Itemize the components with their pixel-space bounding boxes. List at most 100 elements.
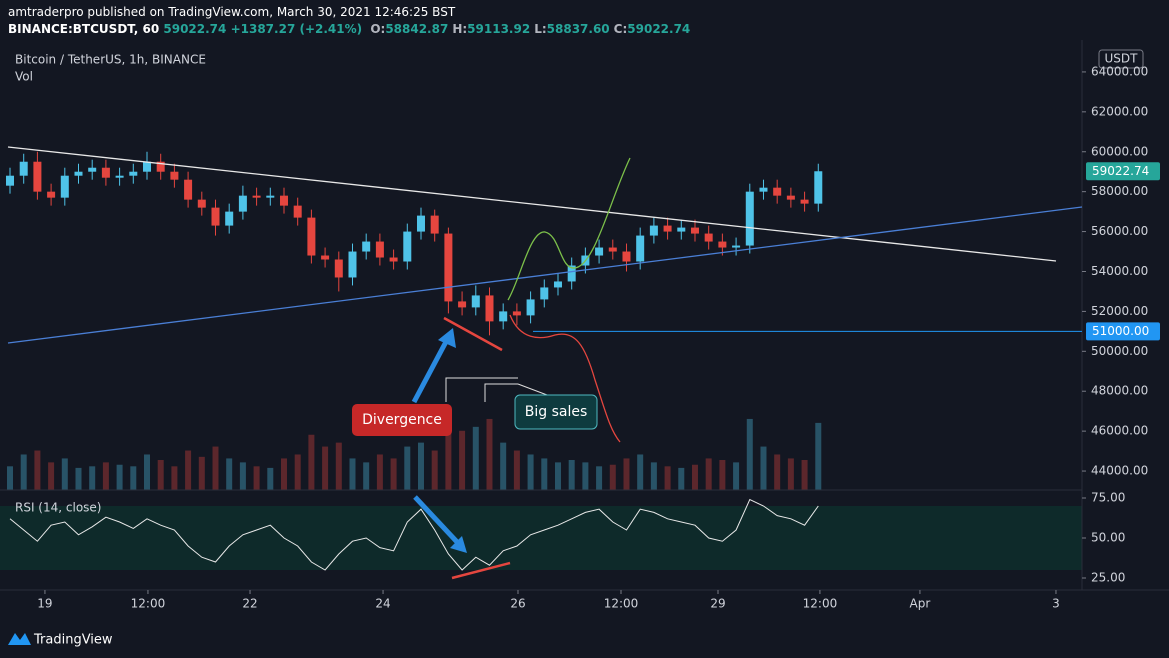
candle-body <box>197 199 206 208</box>
x-tick-label: 12:00 <box>604 597 639 611</box>
currency-box <box>1098 49 1144 69</box>
candle-body <box>416 215 425 232</box>
volume-bar <box>34 450 41 490</box>
volume-bar <box>349 458 356 490</box>
volume-bar <box>459 430 466 490</box>
volume-bar <box>527 454 534 490</box>
volume-bar <box>760 446 767 490</box>
candle-body <box>403 231 412 262</box>
volume-bar <box>390 458 397 490</box>
volume-bar <box>801 460 808 490</box>
price-badge-label: 51000.00 <box>1092 324 1149 338</box>
candle-body <box>389 257 398 262</box>
volume-bar <box>157 460 164 490</box>
candle-body <box>60 175 69 198</box>
volume-bar <box>185 450 192 490</box>
volume-bar <box>705 458 712 490</box>
volume-bar <box>596 466 603 490</box>
price-badge-label: 59022.74 <box>1092 164 1149 178</box>
y-tick-label: 46000.00 <box>1091 424 1148 438</box>
volume-bar <box>774 454 781 490</box>
volume-bar <box>308 434 315 490</box>
rsi-line <box>9 498 819 571</box>
candle-body <box>567 265 576 282</box>
candle-body <box>252 195 261 198</box>
candle-body <box>485 295 494 322</box>
y-tick-label: 60000.00 <box>1091 144 1148 158</box>
candle-body <box>526 299 535 316</box>
volume-bar <box>582 462 589 490</box>
change: +1387.27 (+2.41%) <box>230 22 363 36</box>
candle-body <box>101 167 110 178</box>
y-tick-label: 48000.00 <box>1091 384 1148 398</box>
candle-body <box>471 295 480 308</box>
volume-bar <box>541 458 548 490</box>
candle-body <box>553 281 562 288</box>
volume-bar <box>486 418 493 490</box>
x-tick-label: 22 <box>242 597 257 611</box>
volume-bar <box>431 450 438 490</box>
volume-bar <box>61 458 68 490</box>
arrow-head <box>450 536 467 553</box>
ohlc-value: 58837.60 <box>546 22 610 36</box>
ohlc-label: H: <box>452 22 468 36</box>
volume-bar <box>719 460 726 490</box>
volume-bar <box>116 464 123 490</box>
x-tick-label: 26 <box>510 597 525 611</box>
candle-body <box>238 195 247 212</box>
volume-bar <box>500 442 507 490</box>
divergence-line <box>451 561 511 580</box>
candle-body <box>595 247 604 256</box>
arrow-head <box>438 328 456 348</box>
ohlc-label: L: <box>534 22 547 36</box>
volume-bar <box>143 454 150 490</box>
volume-bar <box>417 442 424 490</box>
divergence-box <box>352 404 452 436</box>
candle-body <box>732 245 741 248</box>
candle-body <box>362 241 371 252</box>
candle-body <box>649 225 658 236</box>
candle-body <box>293 205 302 218</box>
volume-bar <box>678 467 685 490</box>
annotation: Big sales <box>525 404 588 420</box>
candle-body <box>129 171 138 176</box>
candle-body <box>800 199 809 204</box>
candle-body <box>334 259 343 278</box>
candle-body <box>307 217 316 256</box>
trend-line <box>7 206 1083 344</box>
x-tick-label: 3 <box>1052 597 1060 611</box>
ohlc-value: 59022.74 <box>627 22 691 36</box>
candle-body <box>225 211 234 226</box>
volume-bar <box>89 466 96 490</box>
volume-bar <box>212 446 219 490</box>
candle-body <box>786 195 795 200</box>
candle-body <box>47 191 56 198</box>
ohlc-label: O: <box>370 22 386 36</box>
volume-bar <box>637 454 644 490</box>
y-tick-label: 52000.00 <box>1091 304 1148 318</box>
ohlc-label: C: <box>613 22 628 36</box>
volume-bar <box>280 458 287 490</box>
candle-body <box>156 161 165 172</box>
x-tick-label: 19 <box>37 597 52 611</box>
logo: TradingView <box>8 633 113 648</box>
volume-bar <box>733 462 740 490</box>
rsi-tick-label: 50.00 <box>1091 531 1125 545</box>
rsi-band <box>0 506 1082 570</box>
rsi-tick-label: 75.00 <box>1091 491 1125 505</box>
header: amtraderpro published on TradingView.com… <box>8 4 690 38</box>
y-tick-label: 58000.00 <box>1091 184 1148 198</box>
series-title: Bitcoin / TetherUS, 1h, BINANCE <box>15 53 206 67</box>
candle-body <box>266 195 275 198</box>
volume-bar <box>568 460 575 490</box>
candle-body <box>512 311 521 316</box>
ohlc-value: 59113.92 <box>467 22 531 36</box>
publisher: amtraderpro published on TradingView.com… <box>8 5 456 19</box>
ohlc: O:58842.87 H:59113.92 L:58837.60 C:59022.74 <box>366 22 690 36</box>
volume-bar <box>376 454 383 490</box>
volume-bar <box>198 456 205 490</box>
rsi-tick-label: 25.00 <box>1091 571 1125 585</box>
candle-body <box>184 179 193 200</box>
trend-line <box>7 146 1057 262</box>
